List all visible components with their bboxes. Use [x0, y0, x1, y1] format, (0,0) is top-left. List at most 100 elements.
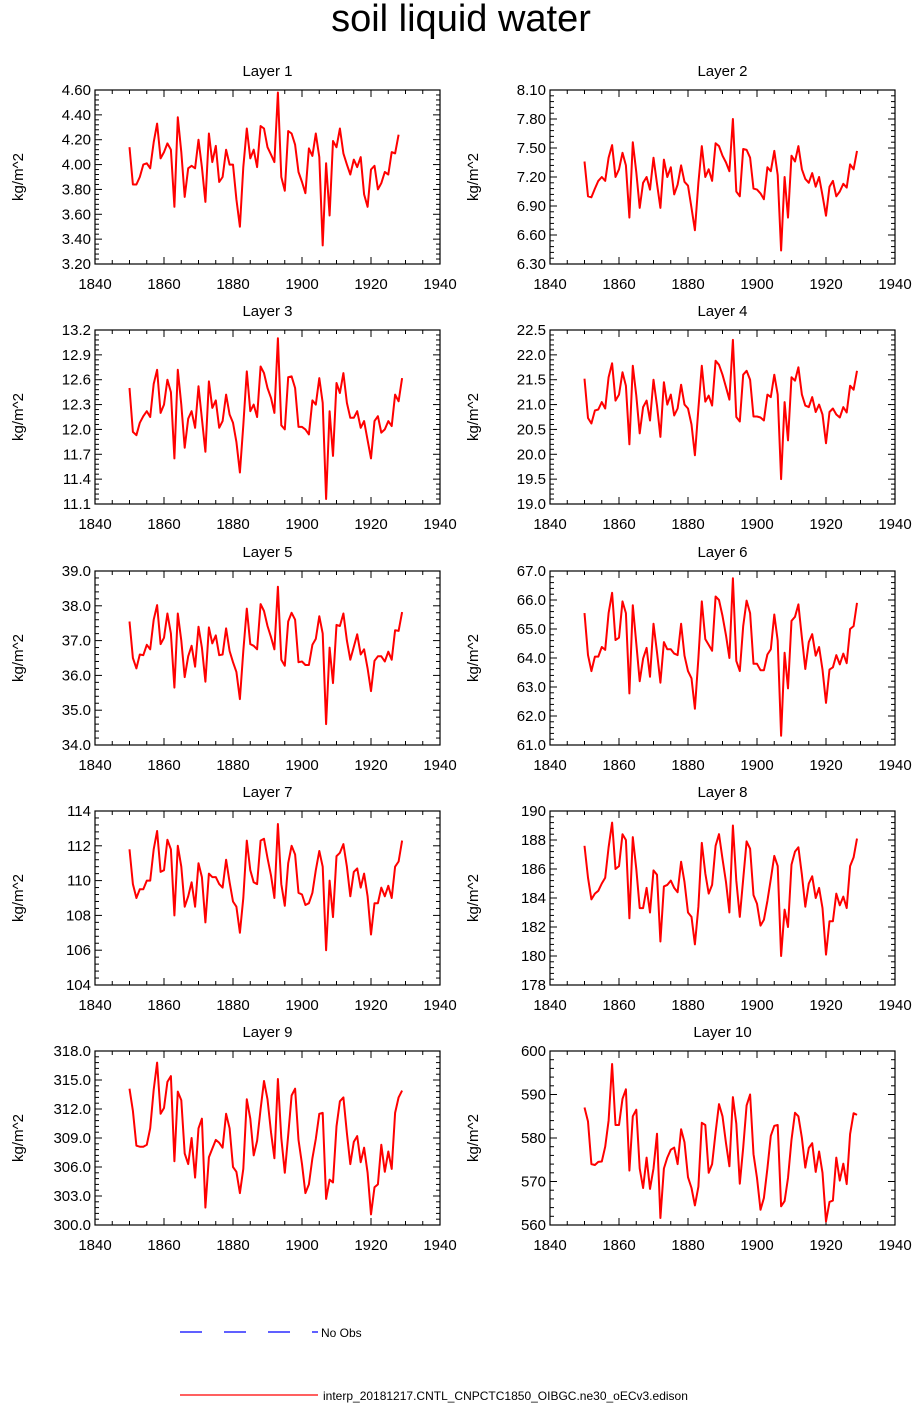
- panel-4-ytick-label: 22.0: [517, 347, 546, 364]
- panel-9-xtick-label: 1840: [78, 1237, 111, 1254]
- panel-5-xtick-label: 1860: [147, 757, 180, 774]
- panel-5-ytick-label: 37.0: [62, 633, 91, 650]
- panel-9-xtick-label: 1940: [423, 1237, 456, 1254]
- panel-9-xtick-label: 1900: [285, 1237, 318, 1254]
- panel-10-xtick-label: 1860: [602, 1237, 635, 1254]
- panel-2-ylabel: kg/m^2: [465, 153, 482, 201]
- panel-1-ylabel: kg/m^2: [10, 153, 27, 201]
- panel-7-ytick-label: 114: [67, 803, 91, 820]
- panel-6-xtick-label: 1900: [740, 757, 773, 774]
- panel-5-ytick-label: 35.0: [62, 702, 91, 719]
- panel-6-ylabel: kg/m^2: [465, 634, 482, 682]
- panel-7-ytick-label: 104: [66, 977, 91, 994]
- panel-5-ytick-label: 39.0: [62, 563, 91, 580]
- panel-6-xtick-label: 1860: [602, 757, 635, 774]
- panel-10-xtick-label: 1880: [671, 1237, 704, 1254]
- legend-model-label: interp_20181217.CNTL_CNPCTC1850_OIBGC.ne…: [323, 1389, 688, 1403]
- panel-5-xtick-label: 1900: [285, 757, 318, 774]
- panel-6-xtick-label: 1840: [533, 757, 566, 774]
- panel-8-ytick-label: 186: [521, 861, 546, 878]
- panel-10-ylabel: kg/m^2: [465, 1114, 482, 1162]
- panel-1-xtick-label: 1840: [78, 276, 111, 293]
- panel-10-xtick-label: 1920: [809, 1237, 842, 1254]
- panel-6-ytick-label: 62.0: [517, 708, 546, 725]
- panel-8-xtick-label: 1920: [809, 997, 842, 1014]
- panel-7-series-line: [128, 823, 404, 952]
- panel-4-ytick-label: 20.5: [517, 421, 546, 438]
- panel-5-xtick-label: 1940: [423, 757, 456, 774]
- panel-10-ytick-label: 600: [521, 1043, 546, 1060]
- panel-2-xtick-label: 1920: [809, 276, 842, 293]
- panel-3-xtick-label: 1880: [216, 516, 249, 533]
- panel-2-xtick-label: 1840: [533, 276, 566, 293]
- panel-10-ytick-label: 580: [521, 1130, 546, 1147]
- panel-10-xtick-label: 1940: [878, 1237, 911, 1254]
- panel-7-title: Layer 7: [242, 784, 292, 801]
- panel-6-xtick-label: 1880: [671, 757, 704, 774]
- panel-2-xtick-label: 1880: [671, 276, 704, 293]
- panel-3-ytick-label: 12.6: [62, 372, 91, 389]
- panel-3-ytick-label: 11.4: [63, 471, 91, 488]
- panel-1-xtick-label: 1940: [423, 276, 456, 293]
- panel-3-ytick-label: 13.2: [62, 322, 91, 339]
- panel-4-xtick-label: 1920: [809, 516, 842, 533]
- panel-3-xtick-label: 1840: [78, 516, 111, 533]
- panel-8-xtick-label: 1900: [740, 997, 773, 1014]
- panel-9-ytick-label: 318.0: [53, 1043, 91, 1060]
- panel-6-frame: [549, 570, 896, 746]
- panel-9-ytick-label: 300.0: [53, 1217, 91, 1234]
- panel-8-ytick-label: 180: [521, 948, 546, 965]
- panel-4-xtick-label: 1840: [533, 516, 566, 533]
- panel-2-ytick-label: 7.20: [517, 169, 546, 186]
- panel-1-frame: [94, 89, 441, 265]
- panel-8-ytick-label: 182: [521, 919, 546, 936]
- panel-4-ylabel: kg/m^2: [465, 393, 482, 441]
- panel-7-ytick-label: 106: [66, 942, 91, 959]
- panel-5-title: Layer 5: [242, 544, 292, 561]
- panel-3-ytick-label: 12.3: [62, 397, 91, 414]
- panel-2-ytick-label: 7.80: [517, 111, 546, 128]
- panel-5-xtick-label: 1920: [354, 757, 387, 774]
- panel-1-ytick-label: 3.60: [62, 206, 91, 223]
- panel-10-ytick-label: 570: [521, 1174, 546, 1191]
- panel-5-series-line: [128, 585, 404, 726]
- panel-8-xtick-label: 1860: [602, 997, 635, 1014]
- panel-3-series-line: [128, 337, 404, 500]
- panel-1-ytick-label: 3.20: [62, 256, 91, 273]
- panel-1-ytick-label: 4.40: [62, 107, 91, 124]
- panel-4-frame: [549, 329, 896, 505]
- panel-4-ytick-label: 21.5: [517, 372, 546, 389]
- panel-9-series-line: [128, 1061, 403, 1216]
- panel-4-xtick-label: 1940: [878, 516, 911, 533]
- panel-1-ytick-label: 4.20: [62, 132, 91, 149]
- panel-6-ytick-label: 66.0: [517, 592, 546, 609]
- panel-8-series-line: [583, 821, 858, 957]
- panel-1-xtick-label: 1880: [216, 276, 249, 293]
- panel-3-xtick-label: 1940: [423, 516, 456, 533]
- panel-3-xtick-label: 1860: [147, 516, 180, 533]
- panel-1-xtick-label: 1860: [147, 276, 180, 293]
- panel-6-ytick-label: 64.0: [517, 650, 546, 667]
- panel-4-ytick-label: 21.0: [517, 397, 546, 414]
- panel-2-xtick-label: 1900: [740, 276, 773, 293]
- panel-1-ytick-label: 4.00: [62, 157, 91, 174]
- panel-10-ytick-label: 560: [521, 1217, 546, 1234]
- panel-9-title: Layer 9: [242, 1024, 292, 1041]
- panel-3-ytick-label: 12.9: [62, 347, 91, 364]
- panel-7-frame: [94, 810, 441, 986]
- panel-1-series-line: [128, 91, 400, 247]
- panel-7-ytick-label: 112: [67, 838, 91, 855]
- panel-2-xtick-label: 1940: [878, 276, 911, 293]
- panel-1-xtick-label: 1900: [285, 276, 318, 293]
- panel-4-ytick-label: 22.5: [517, 322, 546, 339]
- panel-5-frame: [94, 570, 441, 746]
- panel-10-frame: [549, 1050, 896, 1226]
- panel-2-ytick-label: 6.30: [517, 256, 546, 273]
- panel-2-xtick-label: 1860: [602, 276, 635, 293]
- panel-9-xtick-label: 1860: [147, 1237, 180, 1254]
- panel-4-ytick-label: 20.0: [517, 446, 546, 463]
- panel-6-title: Layer 6: [697, 544, 747, 561]
- panel-3-xtick-label: 1900: [285, 516, 318, 533]
- panel-2-ytick-label: 6.90: [517, 198, 546, 215]
- panel-9-ytick-label: 309.0: [53, 1130, 91, 1147]
